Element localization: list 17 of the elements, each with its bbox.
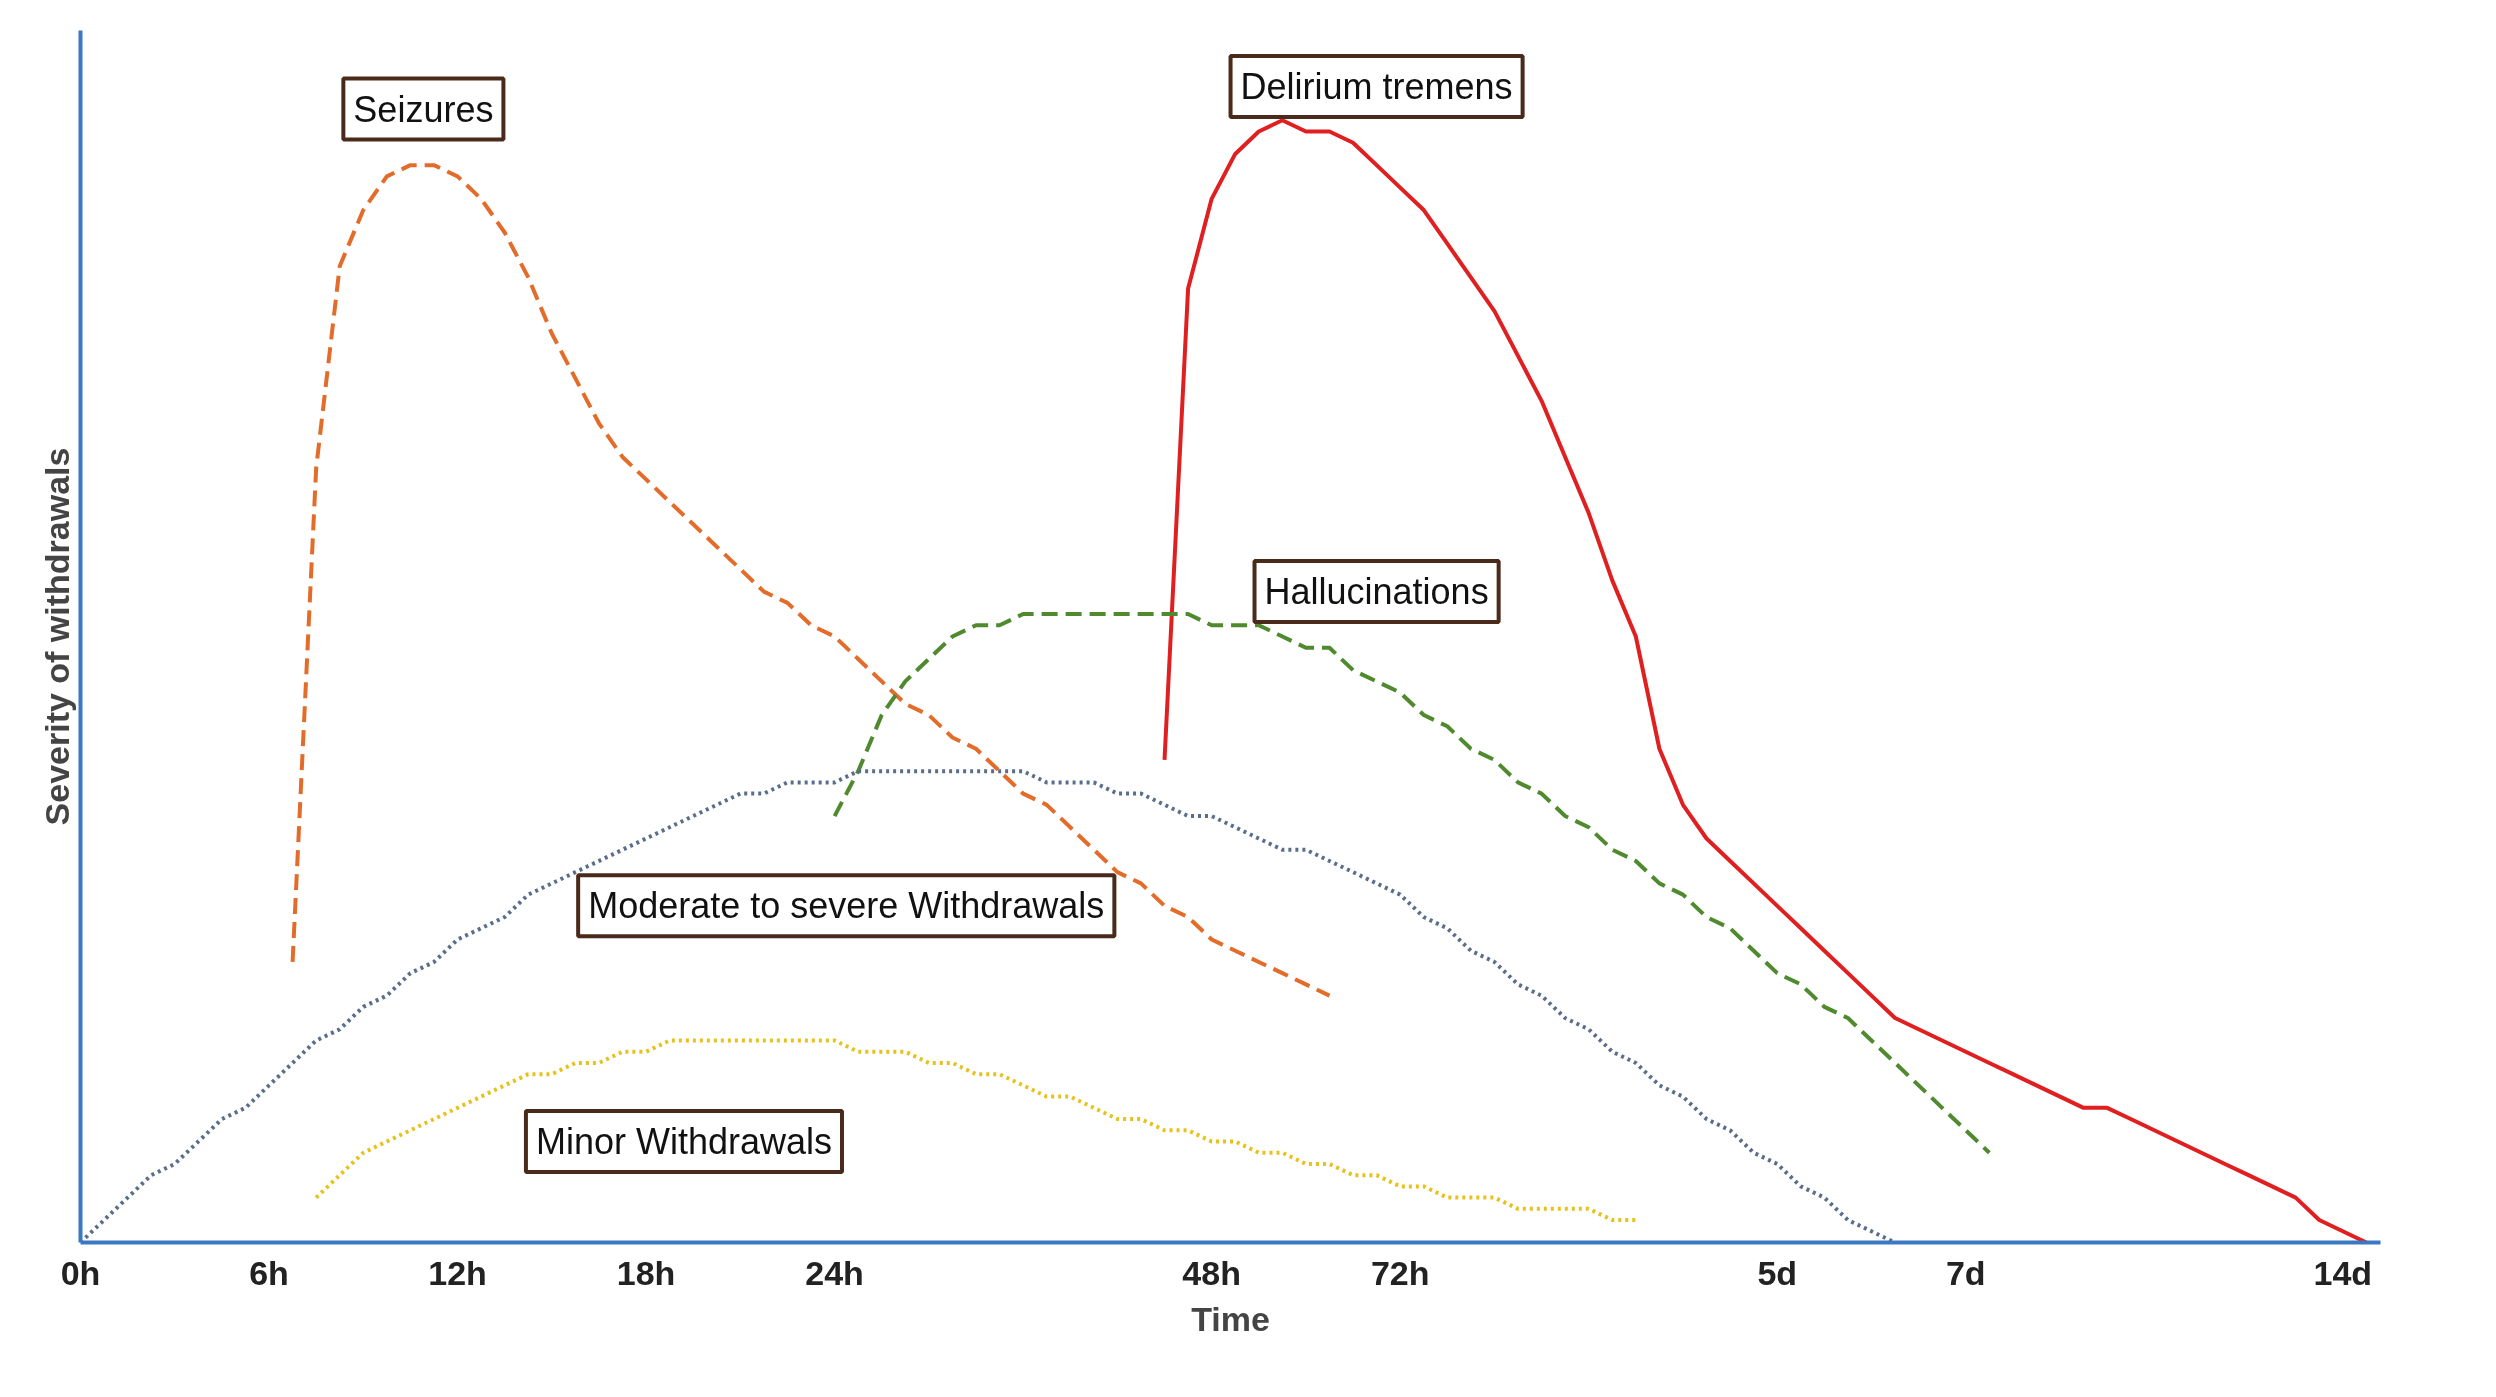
annotation: Minor Withdrawals xyxy=(535,1121,833,1162)
x-tick-label: 0h xyxy=(60,1253,101,1292)
x-tick-label: 7d xyxy=(1945,1253,1986,1292)
x-tick-label: 5d xyxy=(1757,1253,1798,1292)
x-tick-label: 14d xyxy=(2313,1253,2373,1292)
x-tick-label: 18h xyxy=(616,1253,676,1292)
x-tick-label: 48h xyxy=(1182,1253,1241,1292)
x-tick-label: 24h xyxy=(805,1253,864,1292)
x-axis-title: Time xyxy=(1191,1299,1270,1338)
x-tick-label: 12h xyxy=(428,1253,487,1292)
annotation: Hallucinations xyxy=(1264,571,1489,613)
text: Delirium tremens xyxy=(1240,66,1513,108)
annotation: Seizures xyxy=(353,88,494,130)
x-tick-label: 6h xyxy=(249,1253,289,1292)
y-axis-title: Severity of withdrawals xyxy=(37,447,76,826)
x-tick-label: 72h xyxy=(1370,1253,1430,1292)
annotation: Moderate to severe Withdrawals xyxy=(588,885,1105,927)
